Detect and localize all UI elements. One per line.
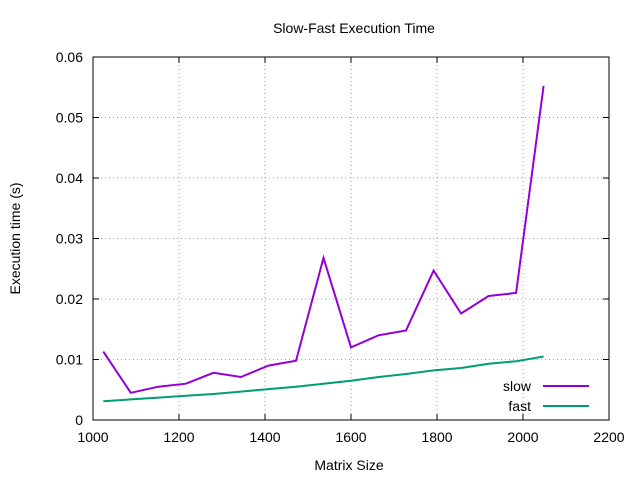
series-line-fast [103,355,544,403]
x-tick-label: 2200 [593,429,624,445]
legend: slow fast [503,378,589,414]
series-lines [102,85,545,403]
x-tick-label: 2000 [507,429,538,445]
legend-label-fast: fast [508,398,531,414]
x-axis-title: Matrix Size [314,457,383,473]
x-tick-label: 1000 [77,429,108,445]
tick-labels: 1000 1200 1400 1600 1800 2000 2200 0 0.01 0.02 0.0… [56,49,625,445]
y-tick-label: 0.05 [56,110,83,126]
chart-title: Slow-Fast Execution Time [273,20,435,36]
x-tick-label: 1600 [335,429,366,445]
x-tick-label: 1200 [163,429,194,445]
series-line-slow [102,85,545,394]
y-axis-title: Execution time (s) [7,182,23,294]
grid [93,57,609,420]
y-tick-label: 0 [75,412,83,428]
y-tick-label: 0.01 [56,352,83,368]
legend-label-slow: slow [503,378,532,394]
x-tick-label: 1400 [249,429,280,445]
y-tick-label: 0.04 [56,170,83,186]
plot-frame [92,56,610,421]
y-tick-label: 0.06 [56,49,83,65]
y-tick-label: 0.02 [56,291,83,307]
x-tick-label: 1800 [421,429,452,445]
y-tick-label: 0.03 [56,231,83,247]
